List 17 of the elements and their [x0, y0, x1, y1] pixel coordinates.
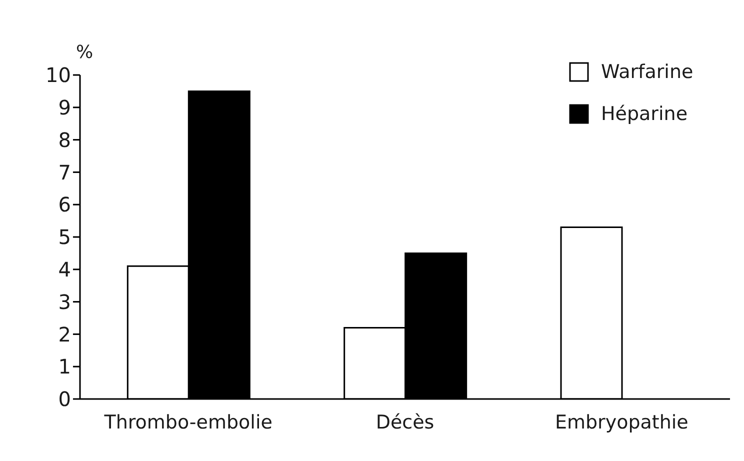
y-tick-label: 1 [58, 354, 71, 379]
x-tick-label: Thrombo-embolie [103, 411, 272, 434]
y-tick-label: 10 [46, 63, 71, 88]
y-tick-label: 4 [58, 258, 71, 282]
legend-label: Warfarine [601, 61, 694, 83]
y-tick-label: 8 [58, 128, 71, 152]
x-tick-label: Décès [376, 411, 434, 434]
y-tick-label: 5 [58, 225, 71, 250]
y-tick-label: 7 [58, 160, 71, 184]
y-tick-label: 6 [58, 192, 71, 217]
y-tick-label: 9 [58, 96, 71, 120]
y-axis-title: % [76, 42, 94, 63]
x-tick-label: Embryopathie [554, 411, 688, 434]
legend-label: Héparine [601, 103, 688, 125]
y-tick-label: 3 [58, 290, 71, 314]
y-tick-label: 0 [58, 387, 71, 412]
y-tick-label: 2 [58, 322, 71, 346]
